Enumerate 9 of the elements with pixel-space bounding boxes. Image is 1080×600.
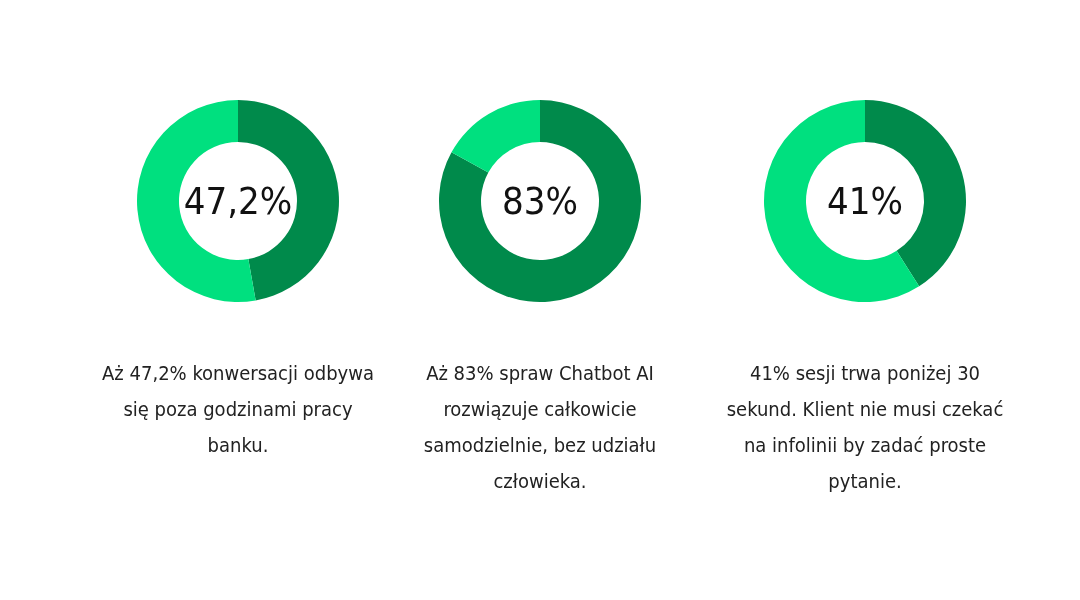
text: 47,2%	[183, 179, 293, 223]
donut-slice	[439, 100, 641, 302]
text: Aż 47,2% konwersacji odbywa się poza godzinami pracy banku.	[102, 361, 374, 457]
donut-slice	[451, 100, 540, 173]
donut-slice	[764, 100, 920, 302]
text: Aż 83% spraw Chatbot AI rozwiązuje całkowicie samodzielnie, bez udziału człowieka.	[423, 361, 657, 493]
text: 41% sesji trwa poniżej 30 sekund. Klient nie musi czekać na infolinii by zadać proste pytanie.	[726, 361, 1004, 493]
text: 83%	[502, 179, 578, 223]
text: 41%	[827, 179, 903, 223]
